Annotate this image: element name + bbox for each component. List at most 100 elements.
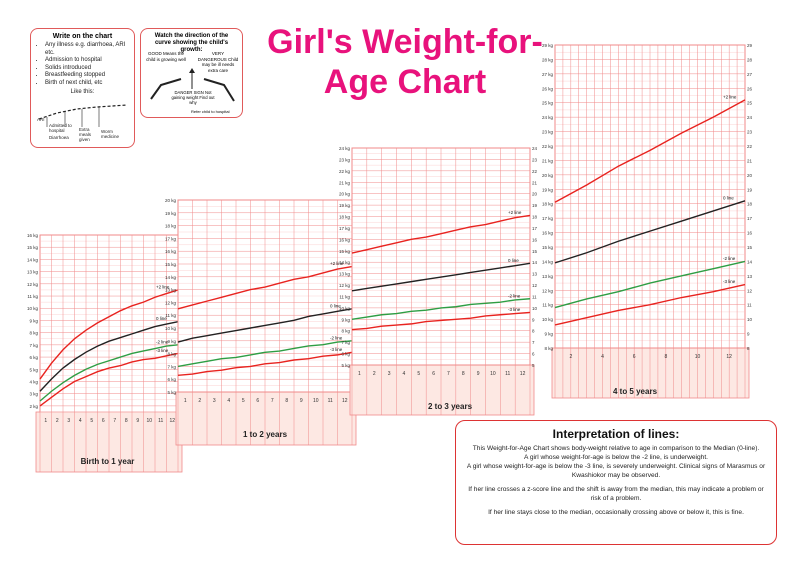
example-label: Diarrhoea bbox=[49, 135, 69, 140]
y-tick-label: 13 kg bbox=[165, 288, 177, 293]
list-item: Any illness e.g. diarrhoea, ARI etc. bbox=[45, 42, 128, 57]
y-tick-label: 24 kg bbox=[542, 115, 554, 120]
series-line-0-line bbox=[177, 308, 353, 343]
y-tick-label: 8 kg bbox=[341, 329, 350, 334]
x-tick-label: 12 bbox=[342, 398, 348, 404]
y-tick-label: 13 bbox=[532, 272, 538, 277]
y-tick-label: 9 kg bbox=[341, 317, 350, 322]
y-tick-label: 26 kg bbox=[542, 86, 554, 91]
y-tick-label: 14 kg bbox=[542, 259, 554, 264]
x-tick-label: 1 bbox=[44, 418, 47, 424]
series-label: 0 line bbox=[330, 303, 341, 308]
series-line--3-line bbox=[554, 283, 746, 326]
series-line--2-line bbox=[177, 340, 353, 368]
example-label: Worm medicine bbox=[101, 129, 120, 139]
y-tick-label: 12 bbox=[532, 283, 538, 288]
panel-label-birth-to-1-year: Birth to 1 year bbox=[80, 457, 135, 466]
series-label: +2 line bbox=[330, 261, 344, 266]
y-tick-label: 15 kg bbox=[165, 262, 177, 267]
x-tick-label: 2 bbox=[569, 354, 572, 360]
y-tick-label: 8 kg bbox=[29, 331, 38, 336]
y-tick-label: 17 kg bbox=[542, 216, 554, 221]
y-tick-label: 10 kg bbox=[165, 326, 177, 331]
example-labels: ARI Admitted to hospital Diarrhoea Extra… bbox=[37, 117, 132, 143]
interpretation-line: A girl whose weight-for-age is below the… bbox=[466, 463, 766, 479]
y-tick-label: 18 kg bbox=[165, 224, 177, 229]
y-tick-label: 15 kg bbox=[339, 249, 351, 254]
series-line--3-line bbox=[39, 352, 179, 407]
y-tick-label: 20 kg bbox=[165, 198, 177, 203]
x-tick-label: 7 bbox=[113, 418, 116, 424]
y-tick-label: 4 kg bbox=[29, 379, 38, 384]
series-line--2-line bbox=[39, 344, 179, 402]
y-tick-label: 16 bbox=[747, 231, 753, 236]
series-label: -2 line bbox=[330, 335, 343, 340]
y-tick-label: 2 kg bbox=[29, 404, 38, 409]
y-tick-label: 27 kg bbox=[542, 72, 554, 77]
x-tick-label: 10 bbox=[146, 418, 152, 424]
y-tick-label: 10 kg bbox=[27, 306, 39, 311]
y-tick-label: 6 kg bbox=[341, 352, 350, 357]
y-tick-label: 23 bbox=[532, 157, 538, 162]
x-tick-label: 4 bbox=[227, 398, 230, 404]
series-label: 0 line bbox=[508, 258, 519, 263]
y-tick-label: 5 kg bbox=[29, 367, 38, 372]
y-tick-label: 10 kg bbox=[339, 306, 351, 311]
y-tick-label: 19 bbox=[532, 203, 538, 208]
y-tick-label: 14 kg bbox=[165, 275, 177, 280]
y-tick-label: 6 bbox=[532, 352, 535, 357]
y-tick-label: 17 kg bbox=[339, 226, 351, 231]
y-tick-label: 17 kg bbox=[165, 236, 177, 241]
series-line-0-line bbox=[39, 320, 179, 392]
example-label: Extra meals given bbox=[79, 127, 92, 142]
danger-sign-label: DANGER SIGN Not gaining weight Find out … bbox=[171, 90, 215, 105]
y-tick-label: 18 bbox=[747, 202, 753, 207]
series-line--3-line bbox=[177, 351, 353, 377]
y-tick-label: 25 kg bbox=[542, 101, 554, 106]
series-label: -3 line bbox=[156, 348, 169, 353]
write-box-heading: Write on the chart bbox=[52, 33, 113, 40]
series-label: +2 line bbox=[723, 94, 737, 99]
y-tick-label: 11 bbox=[747, 303, 752, 308]
example-curve bbox=[38, 103, 128, 127]
y-tick-label: 6 kg bbox=[29, 355, 38, 360]
series-line-plus2-line bbox=[554, 99, 746, 203]
y-tick-label: 20 kg bbox=[339, 192, 351, 197]
panel-footer bbox=[349, 364, 535, 416]
y-tick-label: 9 bbox=[532, 317, 535, 322]
y-tick-label: 19 bbox=[747, 187, 753, 192]
list-item: Solids introduced bbox=[45, 65, 128, 73]
x-tick-label: 5 bbox=[417, 371, 420, 377]
like-this-label: Like this: bbox=[70, 89, 95, 95]
x-tick-label: 6 bbox=[102, 418, 105, 424]
y-tick-label: 13 kg bbox=[339, 272, 351, 277]
x-tick-label: 12 bbox=[726, 354, 732, 360]
y-tick-label: 12 bbox=[747, 288, 753, 293]
y-tick-label: 10 kg bbox=[542, 317, 554, 322]
y-tick-label: 7 kg bbox=[341, 340, 350, 345]
x-tick-label: 4 bbox=[601, 354, 604, 360]
y-tick-label: 6 kg bbox=[167, 377, 176, 382]
x-tick-label: 8 bbox=[462, 371, 465, 377]
y-tick-label: 16 bbox=[532, 237, 538, 242]
y-tick-label: 15 bbox=[747, 245, 753, 250]
refer-label: Refer child to hospital bbox=[191, 109, 230, 114]
panel-footer bbox=[175, 391, 357, 446]
y-tick-label: 13 bbox=[747, 274, 753, 279]
series-line--3-line bbox=[351, 311, 531, 331]
y-tick-label: 8 kg bbox=[167, 352, 176, 357]
chart-title: Girl's Weight-for-Age Chart bbox=[267, 23, 543, 101]
y-tick-label: 18 kg bbox=[339, 215, 351, 220]
x-tick-label: 8 bbox=[285, 398, 288, 404]
list-item: Birth of next child, etc bbox=[45, 80, 128, 88]
x-tick-label: 12 bbox=[520, 371, 526, 377]
y-tick-label: 16 kg bbox=[165, 249, 177, 254]
interpretation-line: This Weight-for-Age Chart shows body-wei… bbox=[472, 445, 760, 452]
series-line-0-line bbox=[554, 200, 746, 264]
y-tick-label: 9 kg bbox=[29, 318, 38, 323]
series-label: -3 line bbox=[330, 347, 343, 352]
y-tick-label: 20 bbox=[532, 192, 538, 197]
y-tick-label: 5 kg bbox=[341, 363, 350, 368]
x-tick-label: 11 bbox=[158, 418, 163, 424]
series-label: -2 line bbox=[508, 293, 521, 298]
